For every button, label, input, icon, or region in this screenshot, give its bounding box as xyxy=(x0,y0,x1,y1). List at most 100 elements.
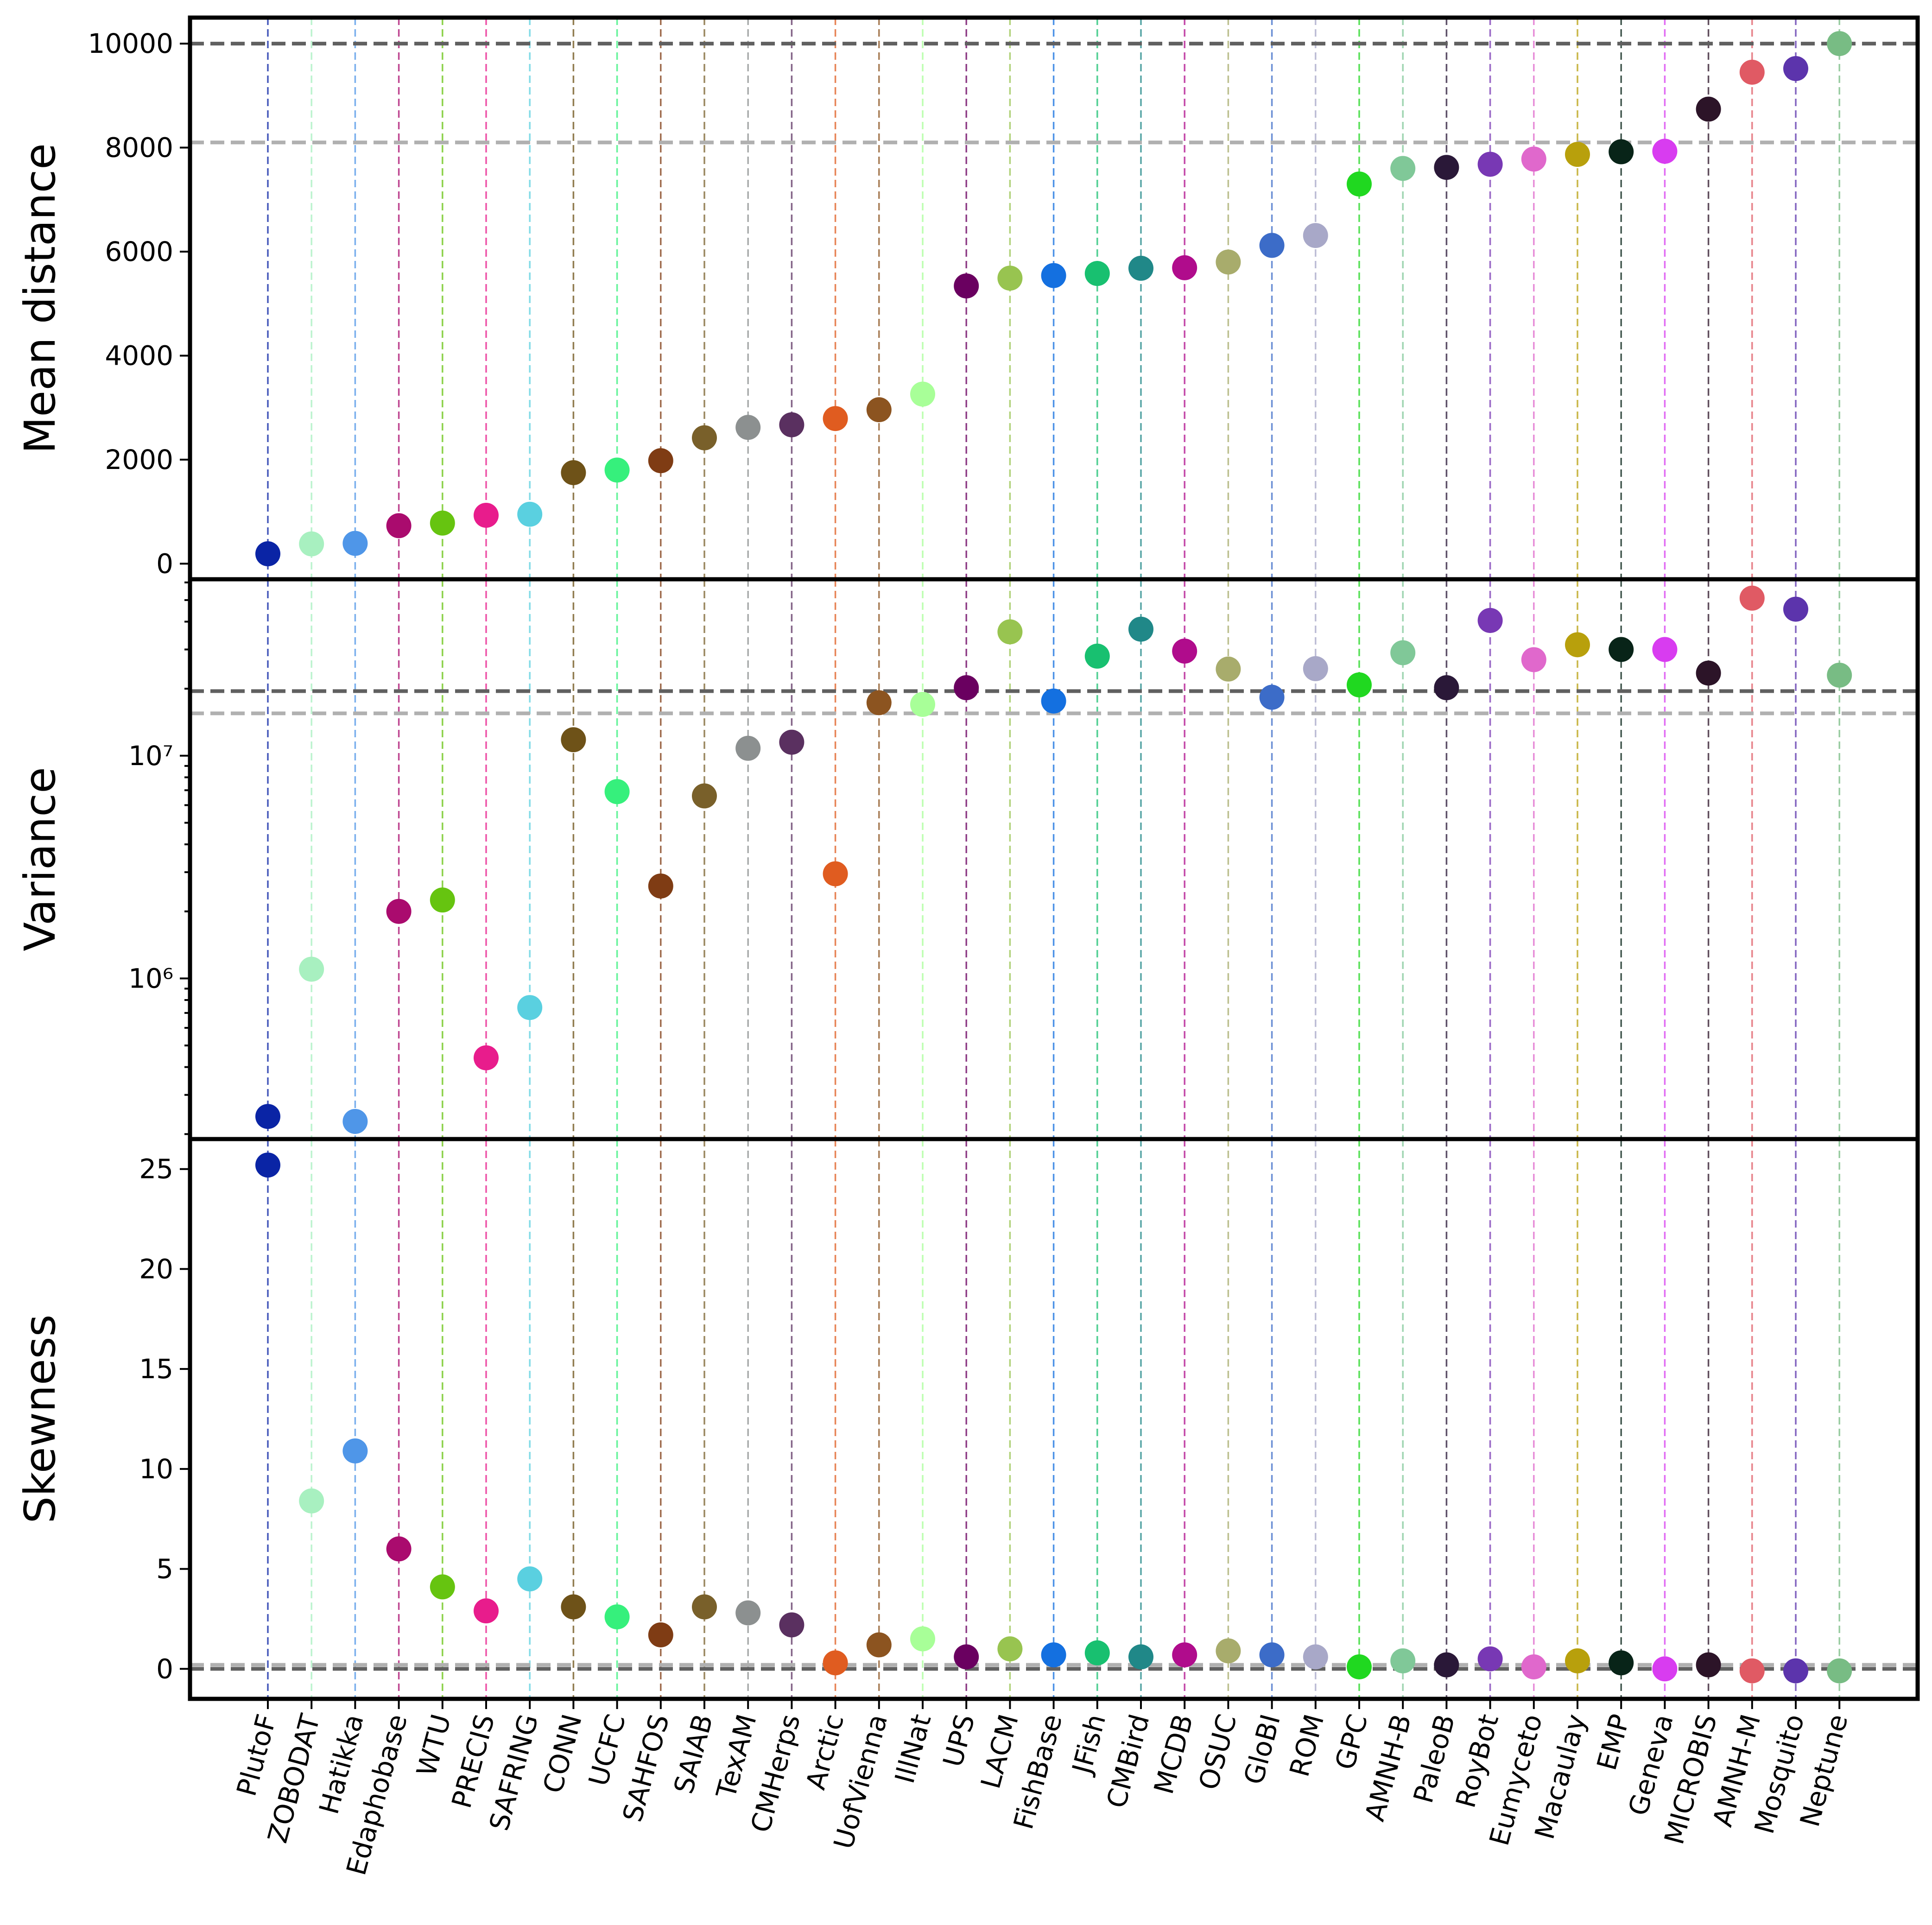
data-point xyxy=(823,861,848,887)
data-point xyxy=(1390,156,1416,181)
data-point xyxy=(430,510,455,536)
data-point xyxy=(866,1632,892,1658)
data-point xyxy=(1128,616,1153,642)
data-point xyxy=(386,513,412,538)
data-point xyxy=(474,1045,499,1070)
x-tick-label: JFish xyxy=(1065,1711,1112,1778)
y-tick-label: 5 xyxy=(156,1553,173,1585)
data-point xyxy=(342,1108,368,1134)
data-point xyxy=(342,531,368,556)
y-tick-label: 10⁷ xyxy=(128,740,173,772)
data-point xyxy=(866,397,892,423)
data-point xyxy=(648,448,673,474)
y-tick-label: 0 xyxy=(156,548,173,579)
data-point xyxy=(1390,1648,1416,1674)
data-point xyxy=(1347,171,1372,197)
y-tick-label: 6000 xyxy=(105,236,173,267)
y-tick-label: 20 xyxy=(139,1253,173,1285)
x-tick-label: EMP xyxy=(1591,1711,1636,1773)
data-point xyxy=(1434,155,1459,180)
x-tick-label: MCDB xyxy=(1148,1711,1199,1798)
data-point xyxy=(474,502,499,528)
data-point xyxy=(1696,96,1721,122)
data-point xyxy=(1739,59,1765,85)
data-point xyxy=(299,1488,324,1513)
data-point xyxy=(1172,255,1197,280)
data-point xyxy=(1783,56,1808,81)
data-point xyxy=(1783,596,1808,622)
data-point xyxy=(1216,656,1241,682)
data-point xyxy=(779,1612,804,1638)
data-point xyxy=(692,783,717,809)
data-point xyxy=(1128,1644,1153,1670)
data-point xyxy=(1259,684,1285,710)
data-point xyxy=(1477,1646,1503,1672)
data-point xyxy=(1084,1640,1110,1665)
data-point xyxy=(1216,249,1241,275)
data-point xyxy=(255,1104,280,1129)
data-point xyxy=(299,531,324,557)
data-point xyxy=(1827,31,1852,57)
data-point xyxy=(1041,1642,1066,1668)
x-tick-label: UCFC xyxy=(583,1711,632,1789)
y-tick-label: 2000 xyxy=(105,444,173,475)
data-point xyxy=(1041,688,1066,714)
data-point xyxy=(604,1604,630,1630)
x-tick-label: GloBI xyxy=(1238,1711,1286,1788)
data-point xyxy=(1347,1654,1372,1679)
data-point xyxy=(1216,1638,1241,1664)
data-point xyxy=(648,873,673,899)
data-point xyxy=(1477,608,1503,633)
data-point xyxy=(1739,1658,1765,1684)
data-point xyxy=(1739,585,1765,611)
data-point xyxy=(517,1566,543,1592)
data-point xyxy=(692,1594,717,1620)
data-point xyxy=(997,619,1023,645)
data-point xyxy=(604,457,630,483)
data-point xyxy=(1172,639,1197,664)
data-point xyxy=(735,1600,761,1626)
y-tick-label: 10000 xyxy=(88,28,173,59)
data-point xyxy=(1303,1644,1328,1670)
data-point xyxy=(517,995,543,1020)
x-tick-label: ROM xyxy=(1283,1711,1330,1780)
x-tick-label: WTU xyxy=(411,1711,457,1779)
data-point xyxy=(1477,152,1503,177)
data-point xyxy=(1652,1656,1678,1682)
data-point xyxy=(1434,1652,1459,1678)
x-tick-label: PlutoF xyxy=(230,1711,282,1799)
data-point xyxy=(474,1598,499,1624)
data-point xyxy=(255,541,280,567)
data-point xyxy=(692,425,717,450)
data-point xyxy=(954,1644,979,1670)
data-point xyxy=(1827,662,1852,688)
data-point xyxy=(561,727,586,753)
y-tick-label: 15 xyxy=(139,1353,173,1385)
data-point xyxy=(1347,672,1372,697)
x-tick-label: Arctic xyxy=(800,1711,850,1793)
data-point xyxy=(299,956,324,982)
data-point xyxy=(997,266,1023,291)
data-point xyxy=(1434,675,1459,701)
data-point xyxy=(386,1536,412,1562)
data-point xyxy=(1652,637,1678,662)
data-point xyxy=(1521,1654,1546,1679)
y-axis-label: Mean distance xyxy=(15,143,65,454)
data-point xyxy=(866,690,892,716)
data-point xyxy=(1565,1648,1590,1674)
data-point xyxy=(342,1438,368,1464)
data-point xyxy=(1565,142,1590,167)
x-tick-label: CONN xyxy=(537,1711,588,1797)
data-point xyxy=(954,675,979,701)
data-point xyxy=(430,887,455,913)
y-tick-label: 10 xyxy=(139,1453,173,1485)
data-point xyxy=(1783,1658,1808,1684)
data-point xyxy=(735,735,761,761)
data-point xyxy=(910,692,935,717)
y-tick-label: 10⁶ xyxy=(128,962,173,994)
y-tick-label: 25 xyxy=(139,1153,173,1185)
data-point xyxy=(1259,1642,1285,1668)
data-point xyxy=(1609,139,1634,165)
data-point xyxy=(954,273,979,299)
data-point xyxy=(430,1574,455,1600)
